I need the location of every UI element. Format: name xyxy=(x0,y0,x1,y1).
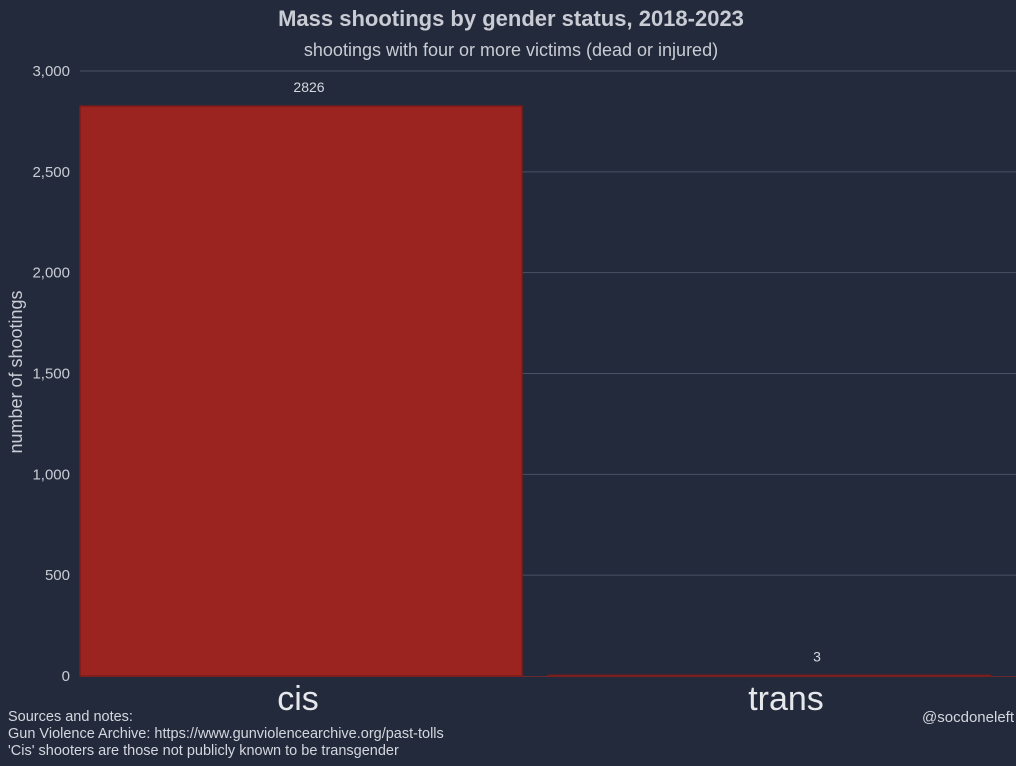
data-label-cis: 2826 xyxy=(293,79,324,95)
y-tick-label-1000: 1,000 xyxy=(32,466,70,483)
y-tick-label-500: 500 xyxy=(45,567,70,584)
y-tick-label-2000: 2,000 xyxy=(32,265,70,282)
sources-heading: Sources and notes: xyxy=(8,709,133,725)
source-link-text: Gun Violence Archive: https://www.gunvio… xyxy=(8,726,444,742)
chart-title: Mass shootings by gender status, 2018-20… xyxy=(278,6,744,31)
bars xyxy=(79,105,991,677)
cis-definition-note: 'Cis' shooters are those not publicly kn… xyxy=(8,743,399,759)
category-label-trans: trans xyxy=(748,680,824,718)
chart-subtitle: shootings with four or more victims (dea… xyxy=(304,40,718,60)
y-tick-label-0: 0 xyxy=(62,668,70,685)
y-tick-label-1500: 1,500 xyxy=(32,366,70,383)
bar-trans xyxy=(547,674,991,677)
sources-notes: Sources and notes: Gun Violence Archive:… xyxy=(8,709,444,760)
y-axis-ticks: 0 500 1,000 1,500 2,000 2,500 3,000 xyxy=(32,63,70,685)
data-labels: 2826 3 xyxy=(293,79,821,664)
x-axis-categories: cis trans xyxy=(277,680,824,718)
y-tick-label-2500: 2,500 xyxy=(32,164,70,181)
y-axis-title: number of shootings xyxy=(6,290,26,453)
author-credit: @socdoneleft xyxy=(922,709,1014,726)
data-label-trans: 3 xyxy=(813,648,821,664)
y-tick-label-3000: 3,000 xyxy=(32,63,70,80)
category-label-cis: cis xyxy=(277,680,319,718)
bar-cis xyxy=(79,105,523,677)
